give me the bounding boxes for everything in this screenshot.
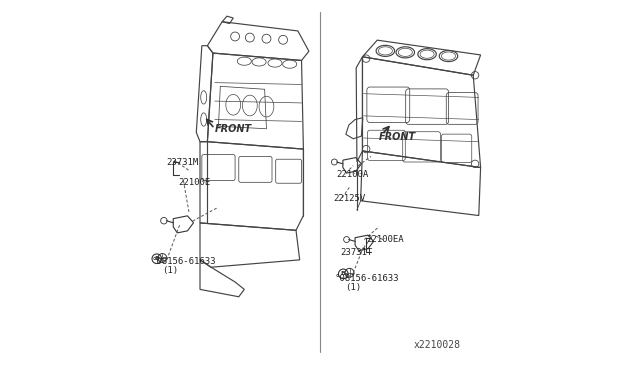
Text: 22100EA: 22100EA xyxy=(366,235,404,244)
Text: (1): (1) xyxy=(345,283,361,292)
Text: 22125V: 22125V xyxy=(333,195,365,203)
Text: 23731M: 23731M xyxy=(167,157,199,167)
Text: FRONT: FRONT xyxy=(379,132,416,142)
Text: x2210028: x2210028 xyxy=(413,340,460,350)
Text: °08156-61633: °08156-61633 xyxy=(152,257,216,266)
Text: °08156-61633: °08156-61633 xyxy=(335,274,399,283)
Text: B: B xyxy=(154,256,159,261)
Text: 22100A: 22100A xyxy=(337,170,369,179)
Text: FRONT: FRONT xyxy=(215,124,252,134)
Text: (1): (1) xyxy=(162,266,178,275)
Text: 23731T: 23731T xyxy=(340,248,372,257)
Text: 22100E: 22100E xyxy=(178,178,210,187)
Text: B: B xyxy=(341,272,346,276)
